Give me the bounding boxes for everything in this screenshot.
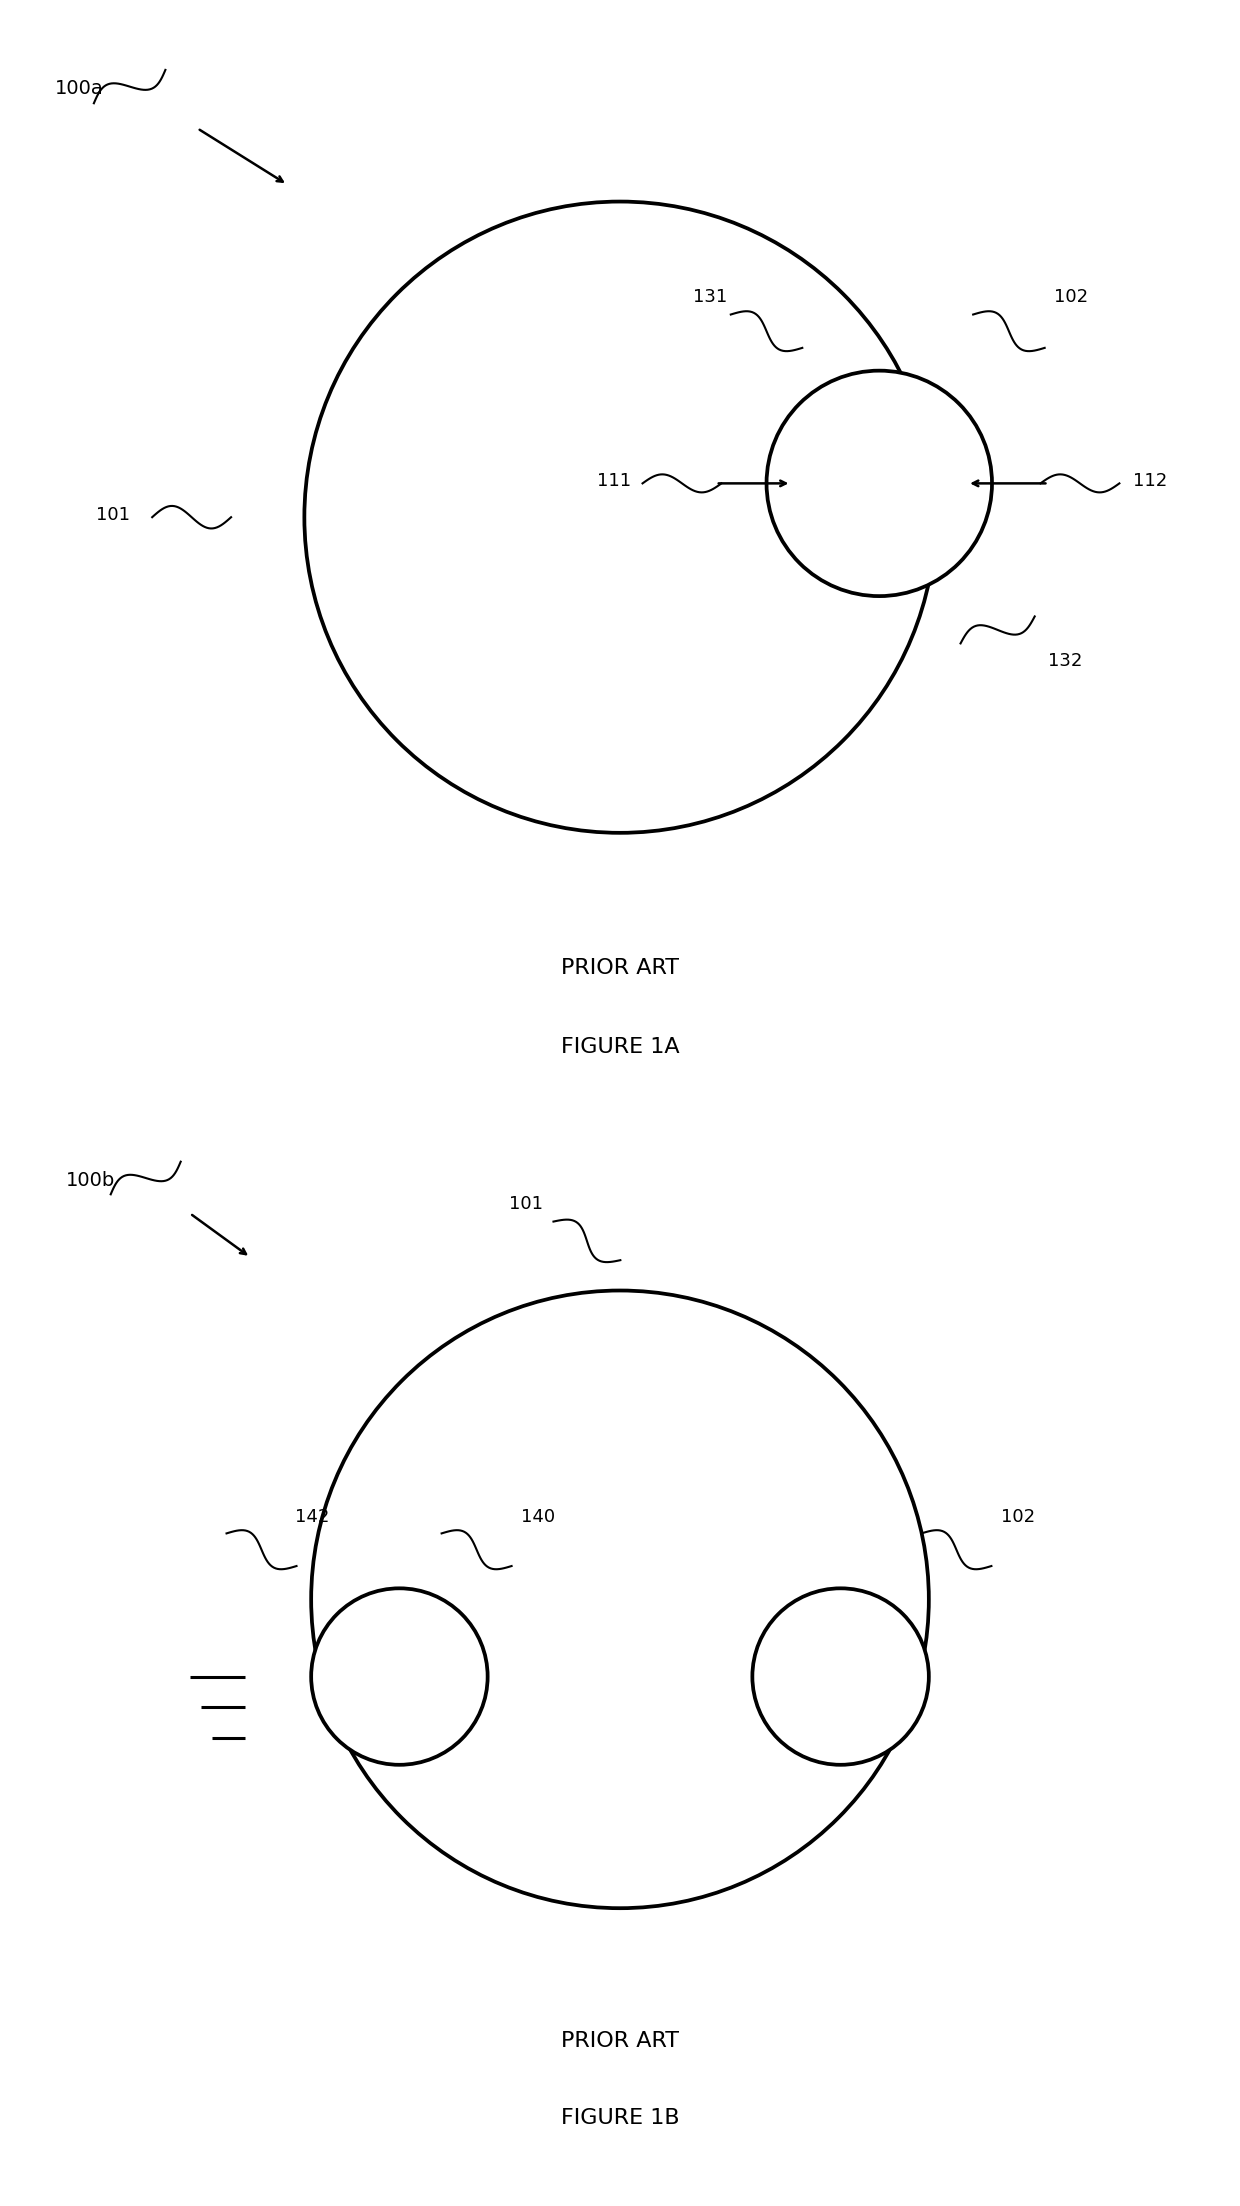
Text: 102: 102 xyxy=(1054,289,1089,307)
Text: PRIOR ART: PRIOR ART xyxy=(560,2030,680,2052)
Text: 140: 140 xyxy=(521,1507,554,1527)
Text: 131: 131 xyxy=(693,289,727,307)
Text: FIGURE 1B: FIGURE 1B xyxy=(560,2107,680,2129)
Text: 101: 101 xyxy=(508,1196,543,1213)
Text: 132: 132 xyxy=(1048,653,1083,671)
Text: 102: 102 xyxy=(1001,1507,1034,1527)
Text: FIGURE 1A: FIGURE 1A xyxy=(560,1037,680,1057)
Text: 100a: 100a xyxy=(55,79,103,99)
Text: 101: 101 xyxy=(95,505,130,525)
Circle shape xyxy=(753,1588,929,1765)
Circle shape xyxy=(766,371,992,596)
Text: 111: 111 xyxy=(598,472,631,490)
Text: 112: 112 xyxy=(1133,472,1167,490)
Circle shape xyxy=(311,1588,487,1765)
Text: 100b: 100b xyxy=(66,1171,115,1189)
Text: PRIOR ART: PRIOR ART xyxy=(560,957,680,977)
Text: 142: 142 xyxy=(295,1507,329,1527)
